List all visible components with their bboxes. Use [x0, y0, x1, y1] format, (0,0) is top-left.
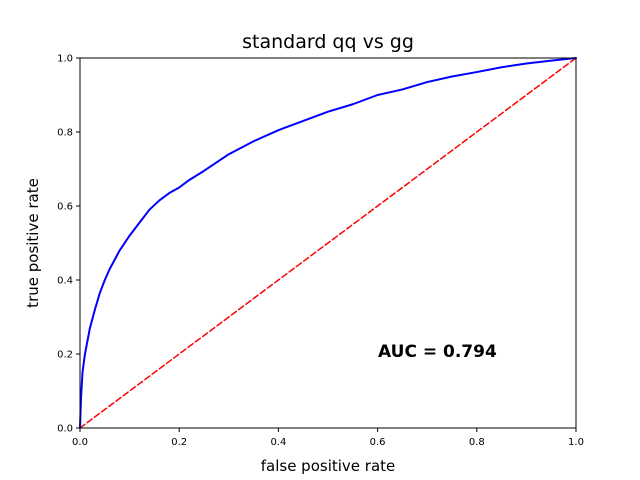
y-tick-label: 1.0: [57, 54, 73, 65]
x-tick-label: 0.2: [171, 437, 187, 448]
y-axis-label: true positive rate: [24, 178, 42, 308]
x-tick-label: 1.0: [568, 437, 584, 448]
y-tick-label: 0.6: [57, 202, 73, 213]
x-tick-label: 0.4: [270, 437, 286, 448]
y-tick-label: 0.2: [57, 350, 73, 361]
x-tick-label: 0.8: [469, 437, 485, 448]
roc-curve-line: [79, 57, 577, 429]
chance-diagonal-line: [79, 57, 577, 429]
y-tick-label: 0.8: [57, 128, 73, 139]
axes-frame: [79, 57, 577, 429]
ticks-layer: 0.0 0.2 0.4 0.6 0.8 1.0 0.0 0.2 0.4 0.6 0.8 1.0: [57, 54, 584, 449]
chart-title: standard qq vs gg: [242, 31, 414, 53]
auc-annotation: AUC = 0.794: [378, 342, 497, 362]
series-layer: [79, 57, 577, 429]
x-tick-label: 0.0: [72, 437, 88, 448]
y-tick-label: 0.0: [57, 424, 73, 435]
x-tick-label: 0.6: [370, 437, 386, 448]
x-axis-label: false positive rate: [261, 457, 396, 475]
y-tick-label: 0.4: [57, 276, 73, 287]
